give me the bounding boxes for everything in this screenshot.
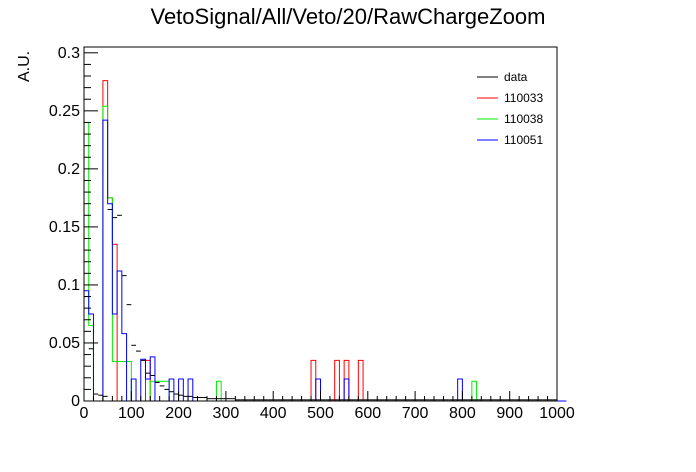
chart-title: VetoSignal/All/Veto/20/RawChargeZoom (150, 4, 545, 29)
x-tick-label: 600 (354, 405, 381, 422)
legend-entry: 110051 (477, 133, 543, 147)
legend-entry: 110038 (477, 112, 543, 126)
x-tick-label: 900 (496, 405, 523, 422)
legend-label: 110033 (504, 91, 543, 105)
legend: data 110033 110038 110051 (477, 70, 543, 147)
series-data (84, 208, 557, 401)
x-tick-label: 0 (80, 405, 89, 422)
y-tick-label: 0.05 (49, 335, 80, 352)
legend-label: data (504, 70, 528, 84)
y-tick-label: 0.1 (58, 277, 80, 294)
x-tick-label: 200 (165, 405, 192, 422)
legend-entry: data (477, 70, 528, 84)
x-axis: 0 100 200 300 400 500 600 700 800 900 1000 (80, 391, 575, 422)
y-axis-label: A.U. (16, 51, 33, 82)
x-tick-label: 300 (213, 405, 240, 422)
y-tick-label: 0 (71, 393, 80, 410)
y-tick-label: 0.25 (49, 103, 80, 120)
y-axis: 0 0.05 0.1 0.15 0.2 0.25 0.3 (49, 45, 98, 410)
x-tick-label: 700 (402, 405, 429, 422)
x-tick-label: 1000 (539, 405, 575, 422)
legend-label: 110051 (504, 133, 543, 147)
legend-label: 110038 (504, 112, 543, 126)
legend-entry: 110033 (477, 91, 543, 105)
y-tick-label: 0.3 (58, 45, 80, 62)
y-tick-label: 0.2 (58, 161, 80, 178)
x-tick-label: 400 (260, 405, 287, 422)
x-tick-label: 500 (307, 405, 334, 422)
y-tick-label: 0.15 (49, 219, 80, 236)
x-tick-label: 800 (449, 405, 476, 422)
x-tick-label: 100 (118, 405, 145, 422)
